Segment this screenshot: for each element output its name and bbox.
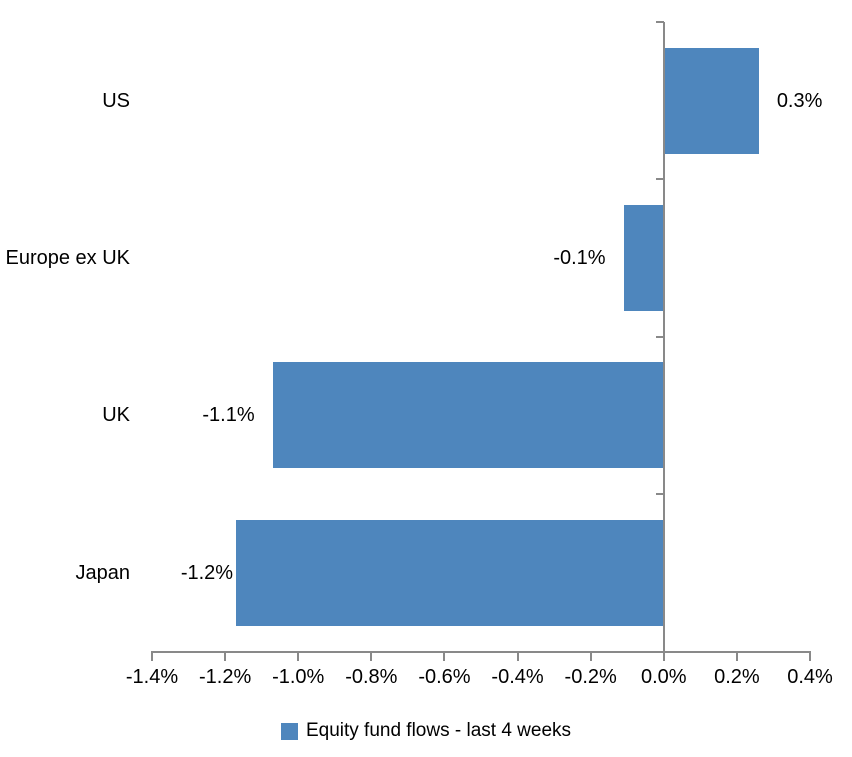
zero-axis-tick bbox=[655, 335, 664, 338]
x-axis-tick bbox=[809, 650, 811, 661]
zero-axis-line bbox=[662, 22, 665, 652]
x-axis-tick bbox=[224, 650, 227, 661]
x-axis-tick bbox=[443, 650, 446, 661]
x-tick-label: -0.8% bbox=[345, 666, 398, 688]
x-axis-tick bbox=[370, 650, 373, 661]
category-label-europe-ex-uk: Europe ex UK bbox=[5, 247, 130, 270]
zero-axis-tick bbox=[655, 178, 664, 181]
value-label-japan: -1.2% bbox=[180, 561, 234, 584]
legend-marker-icon bbox=[280, 722, 298, 740]
zero-axis-tick bbox=[655, 21, 664, 23]
x-tick-label: -1.0% bbox=[272, 666, 325, 688]
bar-japan bbox=[236, 519, 664, 626]
x-axis-tick bbox=[516, 650, 519, 661]
x-axis-tick bbox=[297, 650, 300, 661]
value-label-europe-ex-uk: -0.1% bbox=[553, 247, 606, 270]
x-tick-label: 0.4% bbox=[787, 666, 833, 688]
value-label-uk: -1.1% bbox=[202, 404, 255, 427]
x-axis-tick bbox=[735, 650, 738, 661]
x-tick-label: 0.2% bbox=[714, 666, 760, 688]
legend-label: Equity fund flows - last 4 weeks bbox=[305, 720, 572, 741]
x-axis-tick bbox=[151, 650, 153, 661]
bar-us bbox=[663, 47, 759, 154]
legend: Equity fund flows - last 4 weeks bbox=[0, 720, 852, 742]
value-label-us: 0.3% bbox=[776, 89, 823, 112]
category-label-us: US bbox=[102, 89, 130, 112]
x-tick-label: -1.2% bbox=[198, 666, 252, 688]
plot-area: US 0.3% Europe ex UK -0.1% UK -1.1% Japan -1.2%… bbox=[5, 21, 833, 688]
x-axis-line bbox=[151, 650, 811, 653]
bar-europe-ex-uk bbox=[623, 205, 664, 312]
x-tick-label: 0.0% bbox=[640, 666, 687, 688]
x-tick-label: -0.2% bbox=[564, 666, 617, 688]
zero-axis-tick bbox=[655, 493, 664, 496]
x-axis-tick bbox=[662, 650, 665, 661]
category-label-japan: Japan bbox=[75, 561, 131, 584]
x-tick-label: -1.4% bbox=[125, 666, 179, 688]
category-label-uk: UK bbox=[102, 404, 130, 427]
x-tick-label: -0.6% bbox=[418, 666, 471, 688]
x-tick-label: -0.4% bbox=[491, 666, 544, 688]
x-axis-tick bbox=[589, 650, 592, 661]
bar-uk bbox=[272, 362, 664, 469]
